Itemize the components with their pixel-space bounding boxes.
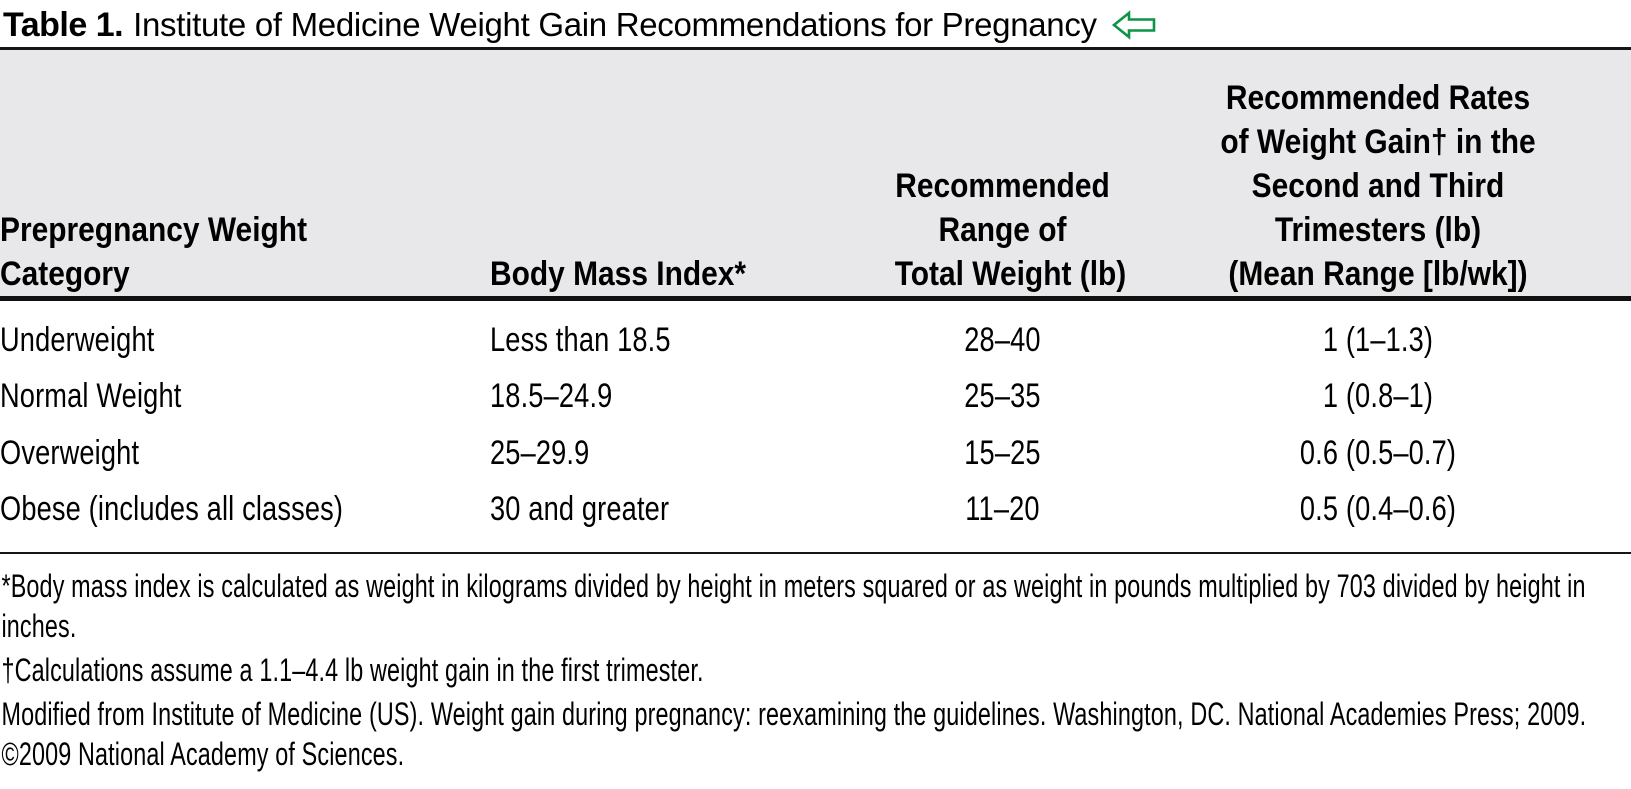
table-row-underweight: Underweight Less than 18.5 28–40 1 (1–1.…: [0, 299, 1631, 368]
column-header-label: Recommended Range of Total Weight (lb): [894, 167, 1127, 293]
cell-value: Less than 18.5: [490, 320, 671, 359]
cell-value: 25–35: [964, 376, 1041, 415]
column-header-weight-gain-rates: Recommended Rates of Weight Gain† in the…: [1125, 48, 1631, 301]
column-header-total-weight-range: Recommended Range of Total Weight (lb): [880, 48, 1127, 301]
table-title-text: Institute of Medicine Weight Gain Recomm…: [133, 6, 1097, 43]
cell-total-weight-range: 11–20: [880, 482, 1125, 553]
cell-category: Underweight: [0, 299, 490, 368]
cell-bmi: Less than 18.5: [490, 299, 880, 368]
cell-category: Normal Weight: [0, 368, 490, 425]
table-title: Table 1. Institute of Medicine Weight Ga…: [0, 0, 1631, 47]
cell-value: 25–29.9: [490, 433, 590, 472]
table-header-row: Prepregnancy Weight Category Body Mass I…: [0, 48, 1631, 301]
cell-category: Overweight: [0, 425, 490, 482]
column-header-label: Prepregnancy Weight Category: [0, 211, 308, 293]
column-header-body-mass-index: Body Mass Index*: [490, 48, 880, 301]
cell-rate-range: 1 (0.8–1): [1125, 368, 1631, 425]
cell-bmi: 18.5–24.9: [490, 368, 880, 425]
column-header-label: Body Mass Index*: [490, 255, 747, 293]
cell-value: 0.6 (0.5–0.7): [1299, 433, 1457, 472]
column-header-prepregnancy-weight-category: Prepregnancy Weight Category: [0, 48, 490, 301]
table-footnotes: *Body mass index is calculated as weight…: [0, 554, 1607, 774]
cell-value: 1 (0.8–1): [1322, 376, 1434, 415]
cell-value: Obese (includes all classes): [0, 490, 344, 528]
cell-value: Underweight: [0, 320, 155, 359]
footnote-bmi-definition: *Body mass index is calculated as weight…: [1, 567, 1586, 644]
cell-total-weight-range: 28–40: [880, 299, 1125, 368]
footnote-source-citation: Modified from Institute of Medicine (US)…: [1, 695, 1587, 772]
cell-value: 15–25: [964, 433, 1041, 472]
cell-value: 30 and greater: [490, 490, 670, 528]
cell-bmi: 25–29.9: [490, 425, 880, 482]
back-arrow-icon[interactable]: [1111, 10, 1157, 40]
cell-rate-range: 0.5 (0.4–0.6): [1125, 482, 1631, 553]
table-row-obese: Obese (includes all classes) 30 and grea…: [0, 482, 1631, 553]
cell-bmi: 30 and greater: [490, 482, 880, 553]
cell-value: 18.5–24.9: [490, 376, 613, 415]
cell-value: Overweight: [0, 433, 140, 472]
cell-value: 1 (1–1.3): [1322, 320, 1434, 359]
cell-total-weight-range: 15–25: [880, 425, 1125, 482]
cell-value: 28–40: [964, 320, 1041, 359]
iom-weight-gain-table: Prepregnancy Weight Category Body Mass I…: [0, 47, 1631, 554]
cell-rate-range: 0.6 (0.5–0.7): [1125, 425, 1631, 482]
table-number: Table 1.: [3, 5, 124, 44]
cell-category: Obese (includes all classes): [0, 482, 490, 553]
back-arrow-shape: [1111, 10, 1156, 40]
cell-value: 11–20: [965, 490, 1040, 528]
footnote-first-trimester: †Calculations assume a 1.1–4.4 lb weight…: [1, 651, 704, 688]
cell-value: Normal Weight: [0, 376, 182, 415]
cell-rate-range: 1 (1–1.3): [1125, 299, 1631, 368]
table-row-normal-weight: Normal Weight 18.5–24.9 25–35 1 (0.8–1): [0, 368, 1631, 425]
cell-total-weight-range: 25–35: [880, 368, 1125, 425]
cell-value: 0.5 (0.4–0.6): [1299, 490, 1457, 528]
column-header-label: Recommended Rates of Weight Gain† in the…: [1220, 79, 1536, 293]
table-row-overweight: Overweight 25–29.9 15–25 0.6 (0.5–0.7): [0, 425, 1631, 482]
